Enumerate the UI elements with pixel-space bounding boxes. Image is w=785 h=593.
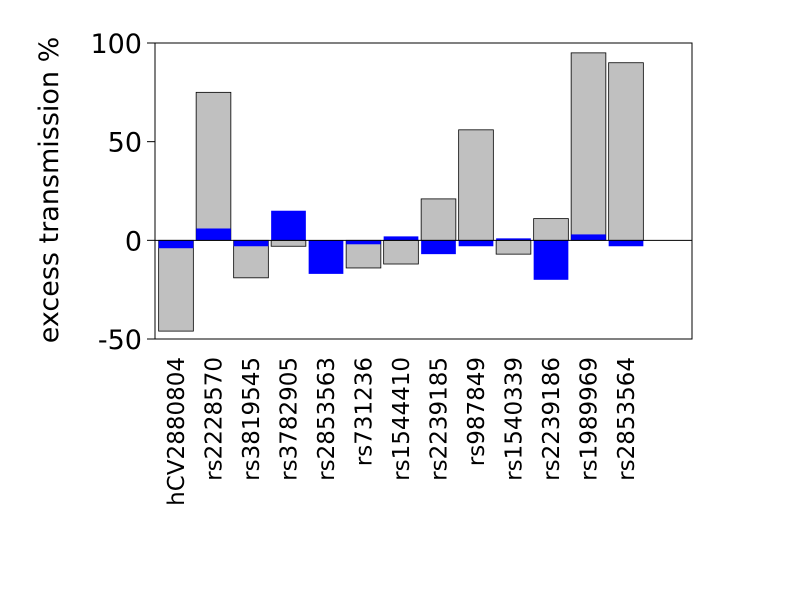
bar [608, 240, 644, 247]
category-label: rs1989969 [577, 357, 603, 481]
y-axis-title: excess transmission % [34, 37, 65, 344]
bar [346, 240, 381, 245]
category-label: rs2239186 [539, 357, 565, 481]
category-label: rs731236 [352, 357, 378, 466]
y-tick-label: 0 [125, 226, 142, 257]
bar [158, 239, 194, 332]
bar [608, 62, 644, 241]
category-label: rs2853564 [614, 357, 640, 481]
bar [195, 91, 232, 241]
bar [158, 240, 194, 249]
bar [308, 240, 344, 274]
bar [495, 239, 532, 255]
bar [271, 210, 306, 241]
category-label: rs987849 [464, 357, 490, 466]
category-label: rs2228570 [202, 357, 228, 481]
bar [383, 236, 419, 241]
category-label: rs2239185 [427, 357, 453, 481]
bar [421, 240, 456, 255]
category-label: hCV2880804 [164, 357, 190, 506]
bar [571, 234, 606, 241]
bar [233, 240, 269, 247]
bar [270, 239, 307, 247]
bar [196, 228, 231, 241]
bar [458, 240, 494, 247]
y-tick-label: 50 [108, 128, 142, 159]
category-label: rs1540339 [502, 357, 528, 481]
bar [533, 218, 569, 241]
bar [458, 129, 494, 241]
bar [233, 239, 269, 279]
bar [533, 240, 569, 280]
plot-frame [154, 42, 693, 340]
category-label: rs1544410 [389, 357, 415, 481]
bar [383, 239, 419, 265]
category-label: rs3782905 [277, 357, 303, 481]
bar [570, 52, 607, 241]
y-tick-label: -50 [98, 325, 142, 356]
category-label: rs3819545 [239, 357, 265, 481]
bar [420, 198, 457, 241]
bar [345, 239, 382, 269]
bar [496, 238, 531, 241]
y-tick-label: 100 [90, 29, 142, 60]
category-label: rs2853563 [314, 357, 340, 481]
